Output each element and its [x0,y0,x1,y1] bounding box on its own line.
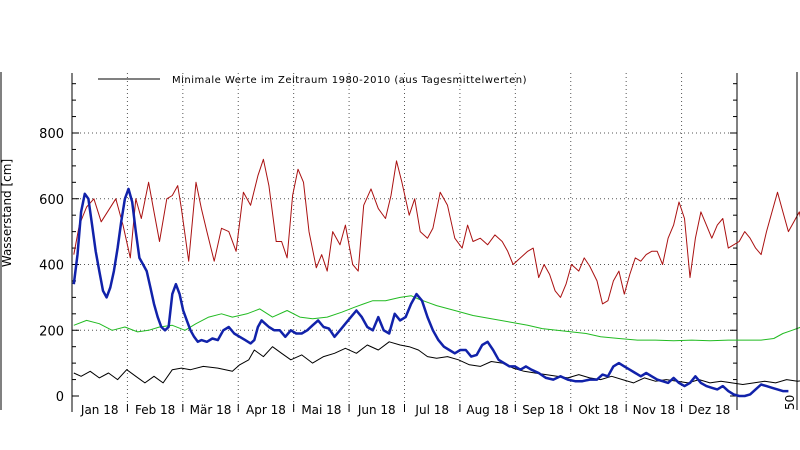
legend-label: Minimale Werte im Zeitraum 1980-2010 (au… [172,75,527,86]
series-line-2 [73,295,800,342]
y-tick-label: 200 [39,324,64,339]
x-tick-label: Aug 18 [466,403,509,417]
x-tick-label: Jun 18 [357,403,396,417]
x-axis-ticks: Jan 18 Feb 18 Mär 18 Apr 18 Mai 18 Jun 18 Jul … [71,403,730,417]
y-tick-label: 600 [39,193,64,208]
x-tick-label: Okt 18 [578,403,618,417]
grid-lines [72,73,737,410]
y-axis-label: Wasserstand [cm] [0,159,14,267]
series-lines [72,158,800,398]
y-tick-label: 0 [56,390,64,405]
plot-frame [71,73,738,410]
series-line-3 [73,341,800,385]
y-axis-ticks: 0 200 400 600 800 [39,83,737,405]
right-tick-label: 50 [783,395,797,410]
x-tick-label: Mär 18 [190,403,232,417]
legend: Minimale Werte im Zeitraum 1980-2010 (au… [98,75,527,86]
series-line-1 [73,158,800,305]
y-tick-label: 800 [39,127,64,142]
series-line-4 [72,187,789,398]
x-tick-label: Nov 18 [633,403,676,417]
x-tick-label: Jan 18 [80,403,119,417]
x-tick-label: Sep 18 [522,403,564,417]
x-tick-label: Mai 18 [301,403,341,417]
y-tick-label: 400 [39,259,64,274]
x-tick-label: Jul 18 [414,403,449,417]
x-tick-label: Dez 18 [688,403,730,417]
x-tick-label: Feb 18 [135,403,175,417]
x-tick-label: Apr 18 [246,403,286,417]
